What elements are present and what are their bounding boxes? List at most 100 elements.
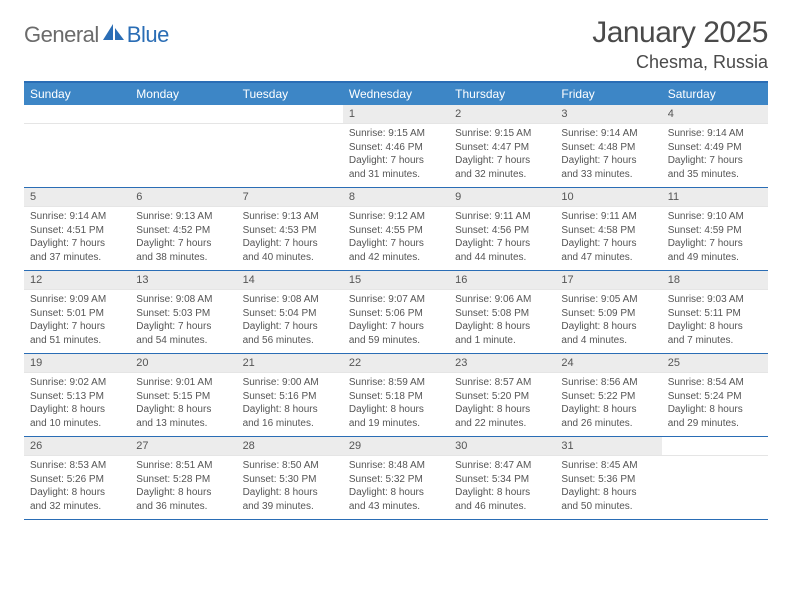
day-cell: 16Sunrise: 9:06 AMSunset: 5:08 PMDayligh…: [449, 271, 555, 353]
sunrise-line: Sunrise: 9:06 AM: [455, 293, 549, 307]
sunrise-line: Sunrise: 8:56 AM: [561, 376, 655, 390]
day-cell: 13Sunrise: 9:08 AMSunset: 5:03 PMDayligh…: [130, 271, 236, 353]
sunrise-line: Sunrise: 9:14 AM: [668, 127, 762, 141]
day-cell: 19Sunrise: 9:02 AMSunset: 5:13 PMDayligh…: [24, 354, 130, 436]
daylight-line-2: and 36 minutes.: [136, 500, 230, 514]
header: General Blue January 2025 Chesma, Russia: [24, 16, 768, 73]
day-body: Sunrise: 9:14 AMSunset: 4:51 PMDaylight:…: [24, 207, 130, 269]
sunrise-line: Sunrise: 9:01 AM: [136, 376, 230, 390]
sunset-line: Sunset: 4:59 PM: [668, 224, 762, 238]
daylight-line-1: Daylight: 8 hours: [561, 320, 655, 334]
day-number: 4: [662, 105, 768, 124]
weekday-header: Saturday: [662, 83, 768, 105]
day-body: Sunrise: 9:15 AMSunset: 4:46 PMDaylight:…: [343, 124, 449, 186]
day-body: Sunrise: 8:50 AMSunset: 5:30 PMDaylight:…: [237, 456, 343, 518]
day-body: Sunrise: 9:03 AMSunset: 5:11 PMDaylight:…: [662, 290, 768, 352]
daylight-line-2: and 32 minutes.: [455, 168, 549, 182]
daylight-line-2: and 29 minutes.: [668, 417, 762, 431]
week-row: 26Sunrise: 8:53 AMSunset: 5:26 PMDayligh…: [24, 437, 768, 520]
daylight-line-1: Daylight: 8 hours: [136, 403, 230, 417]
sunrise-line: Sunrise: 8:45 AM: [561, 459, 655, 473]
daylight-line-2: and 19 minutes.: [349, 417, 443, 431]
day-cell: 24Sunrise: 8:56 AMSunset: 5:22 PMDayligh…: [555, 354, 661, 436]
sunset-line: Sunset: 4:58 PM: [561, 224, 655, 238]
calendar: SundayMondayTuesdayWednesdayThursdayFrid…: [24, 81, 768, 520]
day-cell: [662, 437, 768, 519]
day-body: Sunrise: 8:48 AMSunset: 5:32 PMDaylight:…: [343, 456, 449, 518]
sunset-line: Sunset: 5:20 PM: [455, 390, 549, 404]
page: General Blue January 2025 Chesma, Russia…: [0, 0, 792, 536]
calendar-body: 1Sunrise: 9:15 AMSunset: 4:46 PMDaylight…: [24, 105, 768, 520]
day-cell: 29Sunrise: 8:48 AMSunset: 5:32 PMDayligh…: [343, 437, 449, 519]
day-number: 14: [237, 271, 343, 290]
day-body: Sunrise: 9:02 AMSunset: 5:13 PMDaylight:…: [24, 373, 130, 435]
daylight-line-1: Daylight: 7 hours: [136, 237, 230, 251]
day-cell: 18Sunrise: 9:03 AMSunset: 5:11 PMDayligh…: [662, 271, 768, 353]
sunrise-line: Sunrise: 9:13 AM: [243, 210, 337, 224]
sunrise-line: Sunrise: 9:05 AM: [561, 293, 655, 307]
daylight-line-2: and 38 minutes.: [136, 251, 230, 265]
sunset-line: Sunset: 4:48 PM: [561, 141, 655, 155]
daylight-line-2: and 35 minutes.: [668, 168, 762, 182]
day-cell: 21Sunrise: 9:00 AMSunset: 5:16 PMDayligh…: [237, 354, 343, 436]
sunset-line: Sunset: 5:04 PM: [243, 307, 337, 321]
sunset-line: Sunset: 5:11 PM: [668, 307, 762, 321]
day-number: [662, 437, 768, 456]
day-body: Sunrise: 9:05 AMSunset: 5:09 PMDaylight:…: [555, 290, 661, 352]
daylight-line-2: and 13 minutes.: [136, 417, 230, 431]
daylight-line-2: and 1 minute.: [455, 334, 549, 348]
sunset-line: Sunset: 5:30 PM: [243, 473, 337, 487]
day-cell: 5Sunrise: 9:14 AMSunset: 4:51 PMDaylight…: [24, 188, 130, 270]
daylight-line-1: Daylight: 8 hours: [30, 486, 124, 500]
day-number: 24: [555, 354, 661, 373]
daylight-line-2: and 31 minutes.: [349, 168, 443, 182]
daylight-line-1: Daylight: 8 hours: [455, 403, 549, 417]
day-cell: 8Sunrise: 9:12 AMSunset: 4:55 PMDaylight…: [343, 188, 449, 270]
day-cell: 28Sunrise: 8:50 AMSunset: 5:30 PMDayligh…: [237, 437, 343, 519]
day-body: Sunrise: 9:08 AMSunset: 5:03 PMDaylight:…: [130, 290, 236, 352]
daylight-line-1: Daylight: 7 hours: [561, 237, 655, 251]
day-number: 2: [449, 105, 555, 124]
day-number: 23: [449, 354, 555, 373]
sunset-line: Sunset: 4:46 PM: [349, 141, 443, 155]
weekday-header-row: SundayMondayTuesdayWednesdayThursdayFrid…: [24, 83, 768, 105]
day-number: 6: [130, 188, 236, 207]
sunset-line: Sunset: 5:34 PM: [455, 473, 549, 487]
daylight-line-1: Daylight: 7 hours: [136, 320, 230, 334]
daylight-line-1: Daylight: 7 hours: [455, 237, 549, 251]
weekday-header: Tuesday: [237, 83, 343, 105]
daylight-line-1: Daylight: 8 hours: [349, 486, 443, 500]
daylight-line-1: Daylight: 8 hours: [243, 403, 337, 417]
week-row: 19Sunrise: 9:02 AMSunset: 5:13 PMDayligh…: [24, 354, 768, 437]
sunrise-line: Sunrise: 9:12 AM: [349, 210, 443, 224]
day-cell: 31Sunrise: 8:45 AMSunset: 5:36 PMDayligh…: [555, 437, 661, 519]
sunset-line: Sunset: 5:36 PM: [561, 473, 655, 487]
day-number: 5: [24, 188, 130, 207]
day-body: Sunrise: 9:11 AMSunset: 4:58 PMDaylight:…: [555, 207, 661, 269]
sunrise-line: Sunrise: 9:07 AM: [349, 293, 443, 307]
day-cell: 23Sunrise: 8:57 AMSunset: 5:20 PMDayligh…: [449, 354, 555, 436]
day-cell: 15Sunrise: 9:07 AMSunset: 5:06 PMDayligh…: [343, 271, 449, 353]
day-number: [24, 105, 130, 124]
day-number: 29: [343, 437, 449, 456]
day-body: Sunrise: 9:14 AMSunset: 4:49 PMDaylight:…: [662, 124, 768, 186]
day-number: 27: [130, 437, 236, 456]
month-title: January 2025: [592, 16, 768, 50]
day-body: Sunrise: 8:59 AMSunset: 5:18 PMDaylight:…: [343, 373, 449, 435]
day-body: Sunrise: 8:45 AMSunset: 5:36 PMDaylight:…: [555, 456, 661, 518]
sunrise-line: Sunrise: 9:02 AM: [30, 376, 124, 390]
sunrise-line: Sunrise: 8:59 AM: [349, 376, 443, 390]
day-cell: 11Sunrise: 9:10 AMSunset: 4:59 PMDayligh…: [662, 188, 768, 270]
day-body: Sunrise: 9:13 AMSunset: 4:52 PMDaylight:…: [130, 207, 236, 269]
day-number: 30: [449, 437, 555, 456]
day-number: 1: [343, 105, 449, 124]
sunrise-line: Sunrise: 9:08 AM: [136, 293, 230, 307]
day-number: 22: [343, 354, 449, 373]
day-cell: 17Sunrise: 9:05 AMSunset: 5:09 PMDayligh…: [555, 271, 661, 353]
sunset-line: Sunset: 5:32 PM: [349, 473, 443, 487]
day-number: [130, 105, 236, 124]
day-body: Sunrise: 9:12 AMSunset: 4:55 PMDaylight:…: [343, 207, 449, 269]
day-body: Sunrise: 9:07 AMSunset: 5:06 PMDaylight:…: [343, 290, 449, 352]
brand-general: General: [24, 22, 99, 48]
brand-logo: General Blue: [24, 22, 169, 48]
